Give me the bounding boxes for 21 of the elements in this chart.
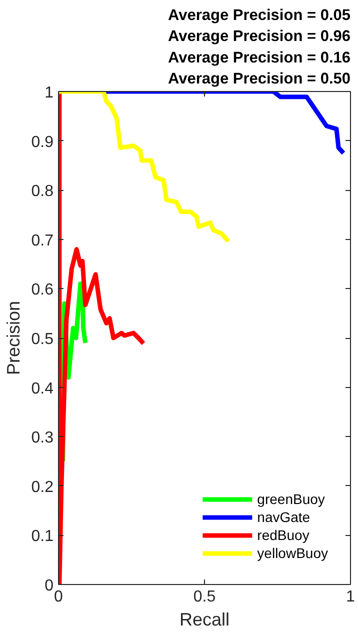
y-tick-label: 0.2 bbox=[31, 478, 54, 496]
x-tick-label: 0.5 bbox=[193, 588, 216, 606]
y-tick-label: 0.1 bbox=[31, 528, 54, 546]
y-axis-title: Precision bbox=[3, 300, 24, 376]
x-tick-label: 1 bbox=[346, 588, 356, 606]
y-tick-label: 0.3 bbox=[31, 430, 54, 447]
y-tick-label: 1 bbox=[44, 84, 54, 102]
y-tick-label: 0.8 bbox=[31, 183, 54, 200]
y-tick-label: 0.7 bbox=[31, 232, 54, 250]
y-tick-label: 0.5 bbox=[31, 331, 54, 348]
y-tick-label: 0.9 bbox=[31, 134, 54, 151]
chart-title: Average Precision = 0.05 Average Precision = 0.96 Average Precision = 0.16 Average Precision = 0.50 bbox=[168, 6, 351, 88]
y-tick-label: 0 bbox=[44, 578, 54, 594]
y-tick-label: 0.6 bbox=[31, 282, 54, 299]
x-axis-title: Recall bbox=[179, 610, 230, 630]
legend-label: redBuoy bbox=[257, 526, 310, 544]
legend-label: yellowBuoy bbox=[257, 544, 328, 562]
line-series bbox=[58, 92, 231, 244]
y-tick-label: 0.4 bbox=[31, 380, 54, 398]
legend-label: greenBuoy bbox=[257, 490, 325, 508]
legend-label: navGate bbox=[257, 508, 310, 526]
